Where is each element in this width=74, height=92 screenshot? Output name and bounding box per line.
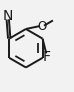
Text: O: O	[38, 20, 47, 32]
Text: F: F	[43, 49, 51, 63]
Text: N: N	[3, 9, 13, 23]
